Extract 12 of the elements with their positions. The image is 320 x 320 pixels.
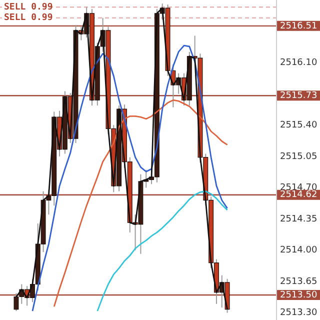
ref-line-label: 2516.51 bbox=[280, 21, 318, 32]
y-tick-label: 2513.30 bbox=[280, 308, 318, 318]
y-tick-label: 2513.65 bbox=[280, 276, 318, 287]
y-tick-label: 2514.00 bbox=[280, 246, 318, 256]
ref-line-label: SELL 0.99 bbox=[4, 13, 53, 24]
y-tick-label: 2514.35 bbox=[280, 214, 318, 224]
ref-line-label: SELL 0.99 bbox=[4, 2, 53, 12]
y-tick-label: 2516.10 bbox=[280, 58, 318, 68]
y-tick-label: 2515.40 bbox=[280, 120, 318, 130]
ref-line-label: 2515.73 bbox=[280, 90, 318, 101]
ref-line-label: 2513.50 bbox=[280, 290, 318, 300]
y-tick-label: 2515.05 bbox=[280, 152, 318, 162]
